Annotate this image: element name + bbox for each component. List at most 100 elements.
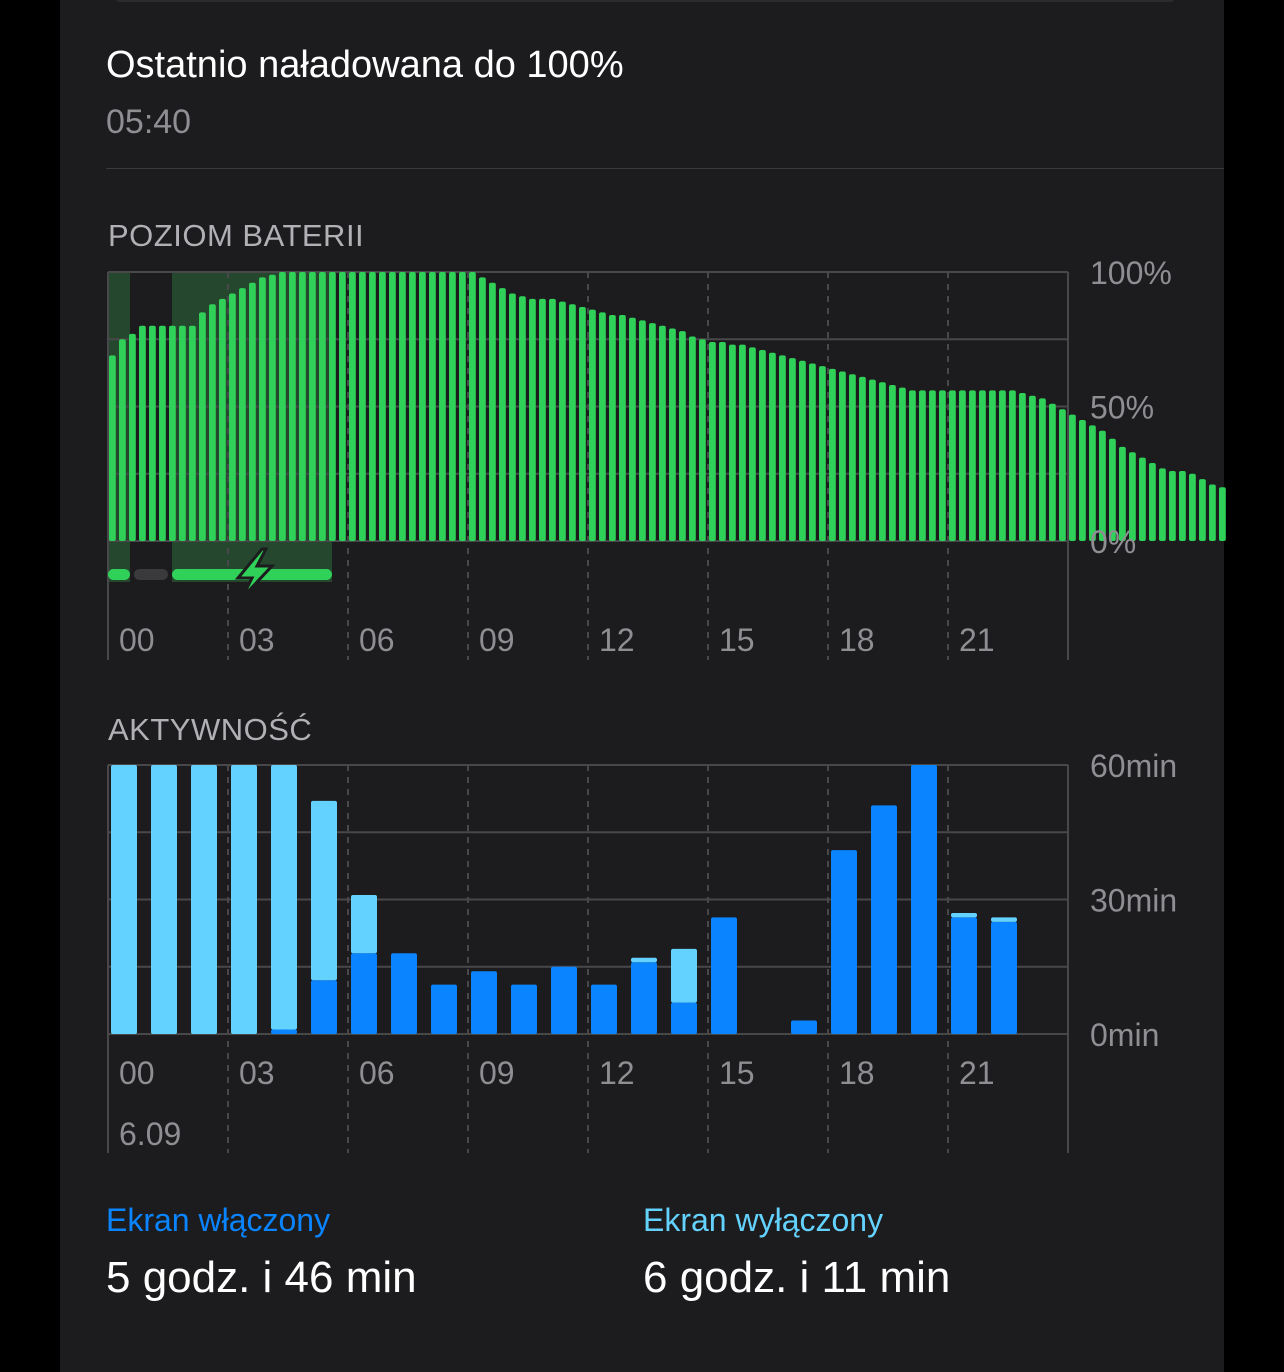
activity-x-tick-label: 18 (839, 1055, 875, 1091)
activity-bar-screen-off (991, 917, 1017, 922)
battery-bar (889, 384, 896, 541)
activity-bar-screen-on (511, 984, 537, 1034)
top-segment-control[interactable] (115, 0, 1175, 2)
battery-bar (159, 325, 166, 541)
activity-bar-screen-on (831, 850, 857, 1034)
battery-bar (809, 363, 816, 541)
battery-bar (779, 355, 786, 541)
not-charging-pill (134, 569, 168, 580)
activity-bar-screen-on (791, 1020, 817, 1034)
battery-x-tick-label: 12 (599, 622, 635, 658)
battery-bar (1049, 403, 1056, 541)
battery-bar (1019, 393, 1026, 541)
battery-bar (209, 304, 216, 541)
battery-bar (699, 339, 706, 541)
battery-bar (969, 390, 976, 541)
battery-bar (439, 272, 446, 541)
battery-bar (559, 301, 566, 541)
activity-bar-screen-on (951, 917, 977, 1034)
battery-bar (489, 282, 496, 541)
battery-bar (759, 350, 766, 541)
last-charged-title: Ostatnio naładowana do 100% (106, 44, 624, 86)
activity-y-tick-label: 0min (1090, 1017, 1159, 1053)
battery-bar (1009, 390, 1016, 541)
battery-bar (1029, 395, 1036, 541)
battery-x-tick-label: 09 (479, 622, 515, 658)
battery-bar (1189, 473, 1196, 541)
battery-bar (1079, 419, 1086, 541)
battery-bar (199, 312, 206, 541)
battery-bar (119, 339, 126, 541)
battery-bar (599, 312, 606, 541)
battery-bar (299, 272, 306, 541)
battery-bar (339, 272, 346, 541)
battery-section-title: POZIOM BATERII (108, 218, 365, 253)
battery-bar (519, 296, 526, 541)
battery-bar (229, 293, 236, 541)
battery-bar (619, 315, 626, 541)
battery-bar (479, 277, 486, 541)
battery-bar (819, 366, 826, 541)
battery-bar (1099, 430, 1106, 541)
battery-bar (1149, 462, 1156, 541)
battery-bar (249, 282, 256, 541)
battery-bar (1119, 446, 1126, 541)
battery-bar (389, 272, 396, 541)
charging-pill-0 (108, 569, 130, 580)
battery-bar (849, 374, 856, 541)
battery-bar (919, 390, 926, 541)
battery-bar (1219, 487, 1226, 541)
activity-bar-screen-off (631, 957, 657, 963)
separator (106, 168, 1224, 169)
battery-bar (499, 288, 506, 541)
activity-bar-screen-on (551, 966, 577, 1034)
battery-bar (879, 382, 886, 541)
activity-bar-screen-on (671, 1002, 697, 1034)
battery-bar (839, 371, 846, 541)
activity-bar-screen-on (311, 980, 337, 1034)
battery-bar (309, 272, 316, 541)
battery-x-tick-label: 00 (119, 622, 155, 658)
battery-bar (1209, 484, 1216, 541)
battery-bar (369, 272, 376, 541)
activity-bar-screen-off (271, 765, 297, 1030)
battery-bar (239, 288, 246, 541)
battery-bar (679, 331, 686, 541)
activity-bar-screen-on (911, 765, 937, 1034)
activity-bar-screen-on (471, 971, 497, 1034)
battery-y-tick-label: 0% (1090, 524, 1136, 560)
battery-bar (1169, 471, 1176, 541)
activity-x-tick-label: 03 (239, 1055, 275, 1091)
battery-bar (649, 323, 656, 541)
battery-bar (169, 325, 176, 541)
battery-bar (409, 272, 416, 541)
battery-bar (729, 344, 736, 541)
battery-bar (579, 306, 586, 541)
battery-bar (1089, 425, 1096, 541)
battery-bar (1109, 438, 1116, 541)
battery-x-tick-label: 18 (839, 622, 875, 658)
battery-bar (859, 376, 866, 541)
battery-bar (689, 336, 696, 541)
activity-y-tick-label: 60min (1090, 748, 1177, 784)
legend-screen-on-value: 5 godz. i 46 min (106, 1253, 417, 1302)
battery-bar (789, 358, 796, 541)
activity-bar-screen-on (271, 1029, 297, 1034)
battery-bar (669, 328, 676, 541)
activity-bar-screen-off (151, 765, 177, 1034)
activity-bar-screen-off (671, 948, 697, 1003)
battery-bar (289, 272, 296, 541)
battery-bar (989, 390, 996, 541)
activity-bar-screen-on (871, 805, 897, 1034)
battery-bar (549, 298, 556, 541)
battery-bar (539, 298, 546, 541)
battery-bar (1129, 452, 1136, 541)
battery-bar (769, 352, 776, 541)
battery-bar (639, 320, 646, 541)
activity-section-title: AKTYWNOŚĆ (108, 712, 313, 747)
activity-bar-screen-off (231, 765, 257, 1034)
battery-bar (749, 347, 756, 541)
battery-bar (1039, 398, 1046, 541)
activity-bar-screen-off (111, 765, 137, 1034)
